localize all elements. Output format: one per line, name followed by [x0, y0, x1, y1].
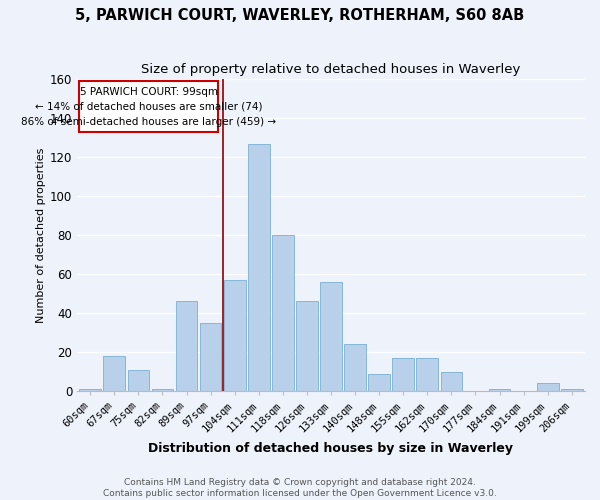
- Bar: [248, 144, 269, 391]
- Bar: [176, 302, 197, 391]
- Bar: [296, 302, 318, 391]
- Bar: [272, 235, 293, 391]
- Bar: [488, 389, 511, 391]
- Text: 5 PARWICH COURT: 99sqm
← 14% of detached houses are smaller (74)
86% of semi-det: 5 PARWICH COURT: 99sqm ← 14% of detached…: [21, 87, 276, 126]
- Text: Contains HM Land Registry data © Crown copyright and database right 2024.
Contai: Contains HM Land Registry data © Crown c…: [103, 478, 497, 498]
- Y-axis label: Number of detached properties: Number of detached properties: [35, 148, 46, 323]
- Bar: [103, 356, 125, 391]
- Bar: [128, 370, 149, 391]
- Bar: [368, 374, 390, 391]
- Bar: [416, 358, 438, 391]
- X-axis label: Distribution of detached houses by size in Waverley: Distribution of detached houses by size …: [148, 442, 514, 455]
- Bar: [392, 358, 414, 391]
- Bar: [200, 323, 221, 391]
- Bar: [79, 389, 101, 391]
- Bar: [320, 282, 342, 391]
- FancyBboxPatch shape: [79, 82, 218, 132]
- Bar: [224, 280, 245, 391]
- Bar: [152, 389, 173, 391]
- Bar: [561, 389, 583, 391]
- Bar: [344, 344, 366, 391]
- Text: 5, PARWICH COURT, WAVERLEY, ROTHERHAM, S60 8AB: 5, PARWICH COURT, WAVERLEY, ROTHERHAM, S…: [76, 8, 524, 22]
- Bar: [440, 372, 462, 391]
- Bar: [537, 384, 559, 391]
- Title: Size of property relative to detached houses in Waverley: Size of property relative to detached ho…: [142, 62, 521, 76]
